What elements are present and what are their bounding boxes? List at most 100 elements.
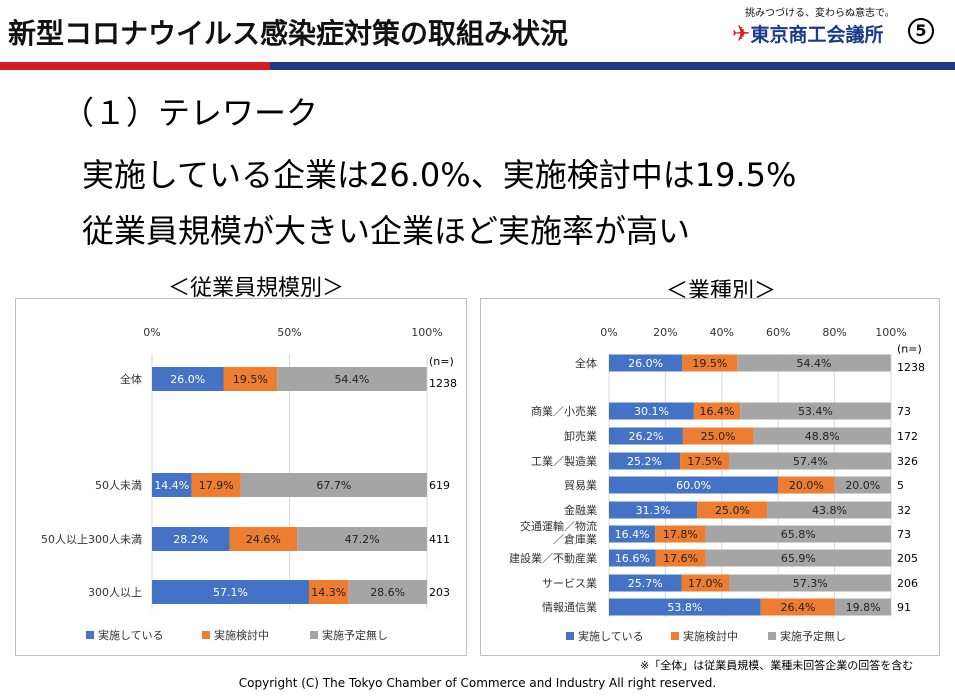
data-label: 67.7% <box>316 479 351 492</box>
bar-segment <box>277 367 427 391</box>
bar-segment <box>609 476 779 494</box>
data-label: 26.0% <box>170 373 205 386</box>
data-label: 17.9% <box>199 479 234 492</box>
bar-segment <box>834 476 891 494</box>
legend-label: 実施している <box>578 629 644 643</box>
data-label: 60.0% <box>676 479 711 492</box>
section-heading: （１）テレワーク <box>62 94 319 132</box>
data-label: 17.5% <box>687 455 722 468</box>
x-tick-label: 0% <box>600 326 617 339</box>
data-label: 26.2% <box>628 430 663 443</box>
bar-segment <box>753 427 891 445</box>
x-tick-label: 100% <box>411 326 442 339</box>
bar-segment <box>609 452 681 470</box>
data-label: 17.0% <box>688 577 723 590</box>
category-label: 工業／製造業 <box>531 454 597 468</box>
data-label: 54.4% <box>797 357 832 370</box>
bar-segment <box>191 473 241 497</box>
bar-segment <box>609 525 656 543</box>
header-bar-blue <box>270 62 955 70</box>
n-header-label: (n=) <box>429 355 454 368</box>
data-label: 16.4% <box>615 528 650 541</box>
data-label: 54.4% <box>334 373 369 386</box>
bar-segment <box>297 527 427 551</box>
data-label: 65.8% <box>781 528 816 541</box>
bar-segment <box>348 580 427 604</box>
n-value: 1238 <box>429 377 457 390</box>
category-label: 建設業／不動産業 <box>509 551 597 565</box>
data-label: 19.5% <box>233 373 268 386</box>
category-label: 商業／小売業 <box>531 404 597 418</box>
category-label: 全体 <box>120 372 142 386</box>
category-label: 卸売業 <box>564 429 597 443</box>
bar-segment <box>609 427 683 445</box>
chart-industry: 0% 20% 40% 60% 80% 100% (n=) 全体 26.0% 19.5% 54.4% 1… <box>509 326 925 643</box>
data-label: 30.1% <box>634 405 669 418</box>
n-value: 619 <box>429 479 450 492</box>
category-label: 情報通信業 <box>542 601 597 614</box>
data-label: 24.6% <box>246 533 281 546</box>
n-value: 73 <box>897 405 911 418</box>
data-label: 17.8% <box>663 528 698 541</box>
data-label: 28.2% <box>173 533 208 546</box>
n-value: 91 <box>897 601 911 614</box>
bar-segment <box>609 549 656 567</box>
data-label: 25.2% <box>627 455 662 468</box>
bar-segment <box>778 476 835 494</box>
data-label: 20.0% <box>845 479 880 492</box>
legend-swatch <box>671 632 679 640</box>
data-label: 65.9% <box>781 552 816 565</box>
n-value: 172 <box>897 430 918 443</box>
bar-segment <box>609 354 683 372</box>
bar-segment <box>152 580 310 604</box>
legend-swatch <box>202 631 210 639</box>
copyright: Copyright (C) The Tokyo Chamber of Comme… <box>238 676 717 690</box>
chart-title-size: ＜従業員規模別＞ <box>168 276 345 301</box>
bar-segment <box>697 501 768 519</box>
bar-segment <box>609 402 694 420</box>
chart-panel-industry: 0% 20% 40% 60% 80% 100% (n=) 全体 26.0% 19.5% 54.4% 1… <box>480 298 940 656</box>
category-label: 50人未満 <box>95 479 142 492</box>
legend-swatch <box>86 631 94 639</box>
bar-segment <box>655 549 706 567</box>
n-value: 203 <box>429 586 450 599</box>
bar-segment <box>705 525 891 543</box>
bar-segment <box>682 354 738 372</box>
n-value: 5 <box>897 479 904 492</box>
data-label: 48.8% <box>805 430 840 443</box>
summary-line-1: 実施している企業は26.0%、実施検討中は19.5% <box>82 156 797 194</box>
x-tick-label: 0% <box>143 326 160 339</box>
bar-segment <box>760 598 836 616</box>
category-label: 全体 <box>575 356 597 370</box>
data-label: 53.8% <box>667 601 702 614</box>
n-value: 73 <box>897 528 911 541</box>
bar-segment <box>767 501 892 519</box>
data-label: 57.1% <box>213 586 248 599</box>
x-tick-label: 80% <box>822 326 846 339</box>
bar-segment <box>680 452 730 470</box>
category-label: 300人以上 <box>88 586 142 599</box>
category-label: ／倉庫業 <box>553 532 597 546</box>
legend-swatch <box>566 632 574 640</box>
category-label: 金融業 <box>564 503 597 517</box>
page-title: 新型コロナウイルス感染症対策の取組み状況 <box>8 17 569 50</box>
data-label: 57.4% <box>793 455 828 468</box>
bar-segment <box>609 598 761 616</box>
category-label: 交通運輸／物流 <box>520 519 597 533</box>
slogan: 挑みつづける、変わらぬ意志で。 <box>745 8 895 19</box>
n-value: 205 <box>897 552 918 565</box>
data-label: 31.3% <box>636 504 671 517</box>
bar-segment <box>152 367 224 391</box>
bar-segment <box>655 525 706 543</box>
legend-label: 実施している <box>98 628 164 642</box>
data-label: 43.8% <box>812 504 847 517</box>
page-number: 5 <box>908 18 934 44</box>
bar-segment <box>693 402 741 420</box>
footnote: ※「全体」は従業員規模、業種未回答企業の回答を含む <box>640 659 914 672</box>
data-label: 57.3% <box>793 577 828 590</box>
logo-mark-icon: ✈ <box>732 22 751 47</box>
data-label: 20.0% <box>789 479 824 492</box>
data-label: 25.0% <box>701 430 736 443</box>
bar-segment <box>229 527 298 551</box>
n-value: 1238 <box>897 361 925 374</box>
